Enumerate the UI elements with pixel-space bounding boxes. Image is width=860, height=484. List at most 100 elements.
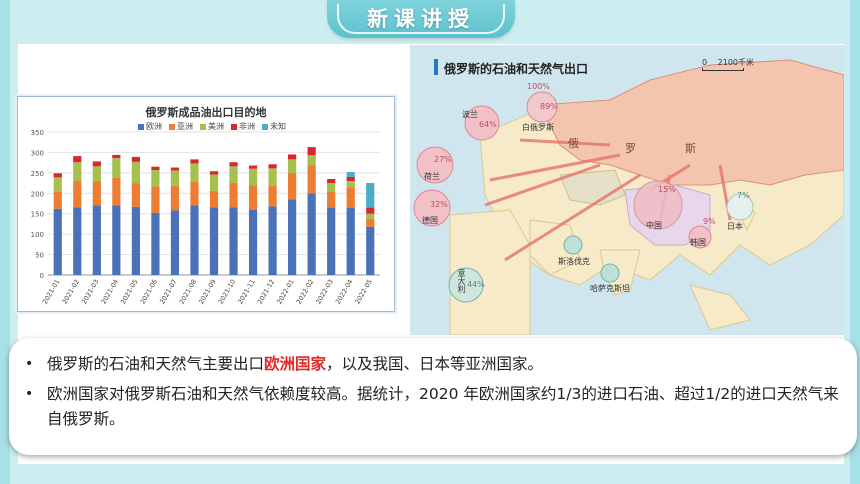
pie-netherlands [416, 146, 454, 184]
bar-segment [53, 177, 62, 192]
slide-title: 新课讲授 [367, 7, 475, 31]
x-tick-label: 2021-05 [119, 278, 140, 306]
map-title-marker [434, 59, 438, 75]
bar-segment [366, 207, 375, 214]
y-tick-label: 300 [31, 149, 44, 157]
bar-segment [307, 165, 316, 194]
pct-top-89: 89% [540, 102, 558, 111]
x-tick-label: 2021-06 [139, 278, 160, 306]
pct-china: 15% [658, 185, 676, 194]
chart-legend: 欧洲 亚洲 美洲 非洲 未知 [138, 121, 286, 132]
map-panel: 俄罗斯的石油和天然气出口 0 2100千米 俄 罗 斯 100% 89% 白俄罗… [410, 45, 844, 335]
bar-segment [229, 166, 238, 183]
x-tick-label: 2021-01 [41, 278, 62, 306]
export-arrows [484, 138, 732, 262]
bar-segment [190, 181, 199, 206]
right-stripe [850, 0, 860, 484]
bar-segment [268, 206, 277, 275]
x-tick-label: 2022-05 [353, 278, 374, 306]
bar-segment [307, 147, 316, 156]
pct-poland: 64% [479, 120, 497, 129]
bar-segment [209, 171, 219, 175]
y-tick-label: 200 [31, 190, 44, 198]
x-tick-label: 2021-07 [158, 278, 179, 306]
x-tick-label: 2022-03 [314, 278, 335, 306]
bar-segment [92, 205, 101, 275]
export-chart-panel: 俄罗斯成品油出口目的地 欧洲 亚洲 美洲 非洲 未知 0 50 100 150 200 250 30… [17, 96, 395, 312]
land-africa [449, 209, 531, 335]
note-item-2: • 欧洲国家对俄罗斯石油和天然气依赖度较高。据统计，2020 年欧洲国家约1/3… [21, 382, 841, 432]
bar-segment [327, 207, 336, 275]
pie-japan [726, 193, 754, 221]
scale-label: 2100千米 [717, 58, 754, 67]
left-stripe [0, 0, 10, 484]
bar-segment [170, 167, 180, 171]
legend-swatch [200, 123, 206, 130]
bar-segment [92, 166, 101, 182]
y-tick-label: 0 [40, 272, 44, 280]
bar-segment [53, 173, 62, 178]
pct-netherlands: 27% [434, 155, 452, 164]
label-russia-1: 俄 [568, 137, 579, 150]
legend-label: 未知 [270, 122, 286, 131]
bar-segment [307, 155, 316, 166]
pie-slovakia [563, 235, 583, 255]
summary-note: • 俄罗斯的石油和天然气主要出口欧洲国家，以及我国、日本等亚洲国家。 • 欧洲国… [9, 338, 857, 455]
legend-swatch [138, 123, 144, 130]
x-tick-label: 2022-01 [275, 278, 296, 306]
bar-segment [288, 199, 297, 275]
label-netherlands: 荷兰 [424, 172, 440, 181]
bar-segment [288, 154, 297, 160]
bar-segment [366, 218, 375, 227]
x-tick-label: 2021-04 [100, 278, 121, 306]
bar-segment [170, 185, 180, 211]
x-tick-label: 2021-03 [80, 278, 101, 306]
bar-segment [268, 164, 277, 169]
x-tick-label: 2021-08 [178, 278, 199, 306]
bullet-icon: • [25, 386, 34, 402]
y-tick-label: 50 [35, 252, 44, 260]
legend-label: 欧洲 [146, 122, 162, 131]
y-tick-label: 100 [31, 231, 44, 239]
land-russia [539, 59, 844, 186]
bar-segment [190, 205, 199, 275]
legend-item: 欧洲 [138, 121, 162, 132]
bar-segment [170, 170, 180, 186]
bar-segment [112, 154, 121, 159]
bar-segment [288, 159, 297, 173]
label-poland: 波兰 [462, 110, 478, 119]
note-1-post: ，以及我国、日本等亚洲国家。 [326, 355, 544, 373]
label-slovakia: 斯洛伐克 [558, 257, 590, 266]
legend-swatch [262, 123, 268, 130]
legend-swatch [169, 123, 175, 130]
bar-segment [151, 186, 160, 213]
bar-segment [327, 183, 336, 192]
x-tick-label: 2021-09 [197, 278, 218, 306]
label-belarus: 白俄罗斯 [522, 123, 554, 132]
label-kazakhstan: 哈萨克斯坦 [590, 284, 630, 293]
bar-segment [327, 178, 336, 184]
legend-item: 未知 [262, 121, 286, 132]
bar-segment [268, 168, 277, 186]
bar-segment [248, 185, 258, 210]
bar-segment [92, 161, 101, 167]
bar-segment [346, 181, 355, 188]
map-title: 俄罗斯的石油和天然气出口 [444, 62, 589, 76]
bar-segment [307, 193, 316, 275]
bar-segment [346, 187, 355, 208]
y-tick-label: 250 [31, 170, 44, 178]
label-russia-2: 罗 [625, 142, 636, 155]
bar-segment [112, 158, 121, 178]
bar-segment [112, 205, 121, 275]
chart-title: 俄罗斯成品油出口目的地 [145, 106, 267, 119]
pct-korea: 9% [703, 217, 716, 226]
legend-item: 美洲 [200, 121, 224, 132]
y-tick-label: 350 [31, 129, 44, 137]
bar-segment [209, 174, 219, 191]
legend-item: 亚洲 [169, 121, 193, 132]
bar-segment [366, 226, 375, 275]
bar-segment [248, 165, 258, 169]
bar-segment [112, 177, 121, 206]
y-tick-label: 150 [31, 211, 44, 219]
